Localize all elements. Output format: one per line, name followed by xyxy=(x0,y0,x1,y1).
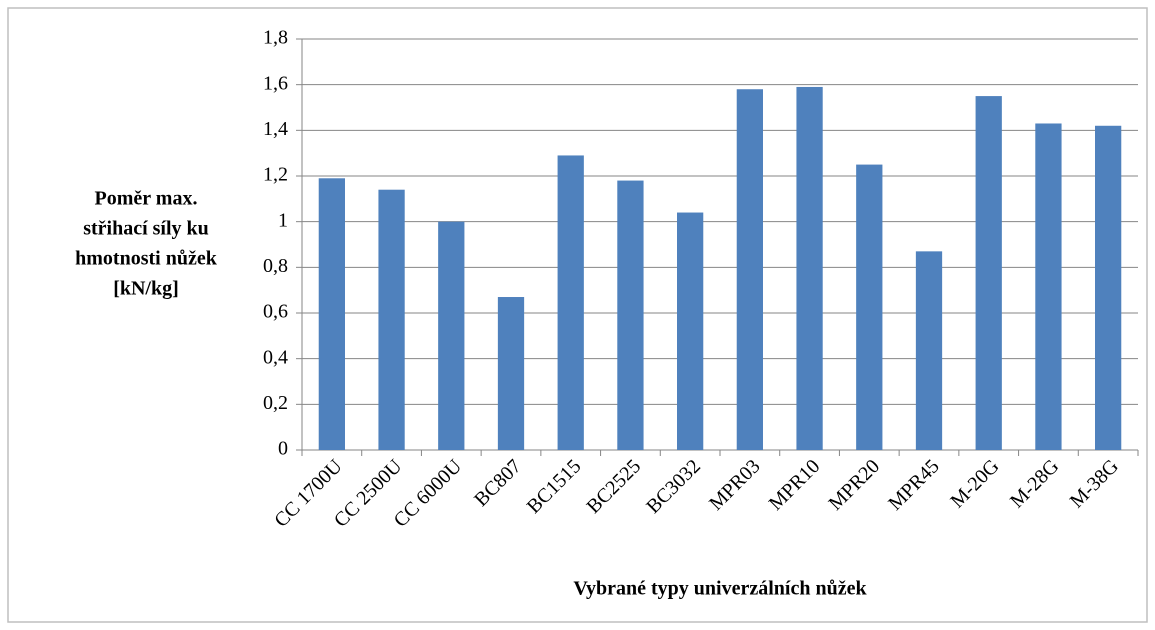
bar xyxy=(438,221,465,450)
y-axis-title: Poměr max. xyxy=(95,188,198,210)
bar xyxy=(378,189,405,450)
bar xyxy=(796,86,823,450)
y-axis-title: hmotnosti nůžek xyxy=(75,248,218,270)
y-tick-label: 1,6 xyxy=(263,72,288,94)
bar xyxy=(856,164,883,451)
y-tick-label: 1,8 xyxy=(263,27,288,49)
bar xyxy=(677,212,704,450)
y-tick-label: 1 xyxy=(278,209,288,231)
y-axis-title: [kN/kg] xyxy=(113,278,179,300)
bar xyxy=(915,251,943,450)
bar xyxy=(318,178,345,451)
bar xyxy=(617,180,644,451)
bar xyxy=(557,155,584,450)
y-tick-label: 0,6 xyxy=(263,301,288,323)
y-tick-label: 0,8 xyxy=(263,255,288,277)
bar xyxy=(736,89,763,450)
y-tick-label: 1,2 xyxy=(263,164,288,186)
bar xyxy=(1095,125,1122,451)
bar xyxy=(1035,123,1062,450)
x-axis-title: Vybrané typy univerzálních nůžek xyxy=(573,578,867,600)
bar xyxy=(975,96,1002,450)
y-tick-label: 0,4 xyxy=(263,346,288,368)
y-axis-title: střihací síly ku xyxy=(83,218,209,240)
y-tick-label: 0,2 xyxy=(263,392,288,414)
y-tick-label: 0 xyxy=(278,438,288,460)
bar xyxy=(497,297,525,450)
y-tick-label: 1,4 xyxy=(263,118,288,140)
